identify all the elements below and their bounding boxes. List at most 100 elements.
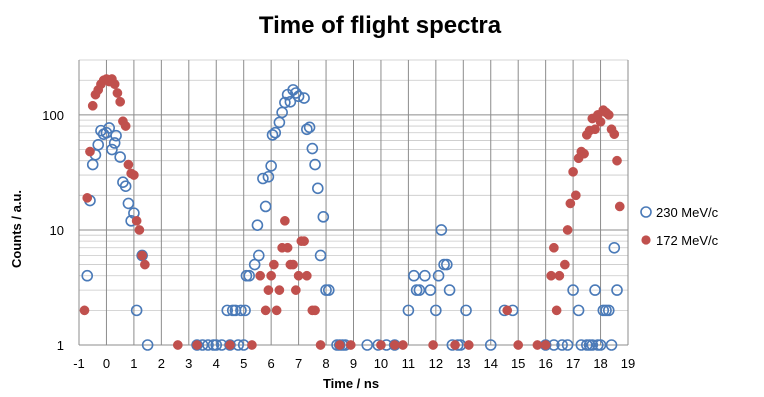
data-point [562,225,573,235]
data-point [115,96,126,107]
data-point [248,258,261,271]
data-point [408,269,420,282]
x-tick-label: 6 [268,356,275,371]
data-point [106,143,118,156]
data-point [134,225,145,235]
data-point [260,305,271,316]
data-point [579,148,589,159]
data-point [608,241,621,254]
data-point [419,269,431,282]
data-point [92,138,105,151]
data-point [551,305,562,316]
data-point [140,259,150,270]
data-point [443,284,456,296]
data-point [484,339,497,351]
data-point [435,224,448,236]
data-point [279,96,291,109]
data-point [590,124,600,135]
data-point [565,198,576,209]
x-tick-label: 2 [158,356,165,371]
data-point [556,339,568,351]
data-point [293,270,304,281]
data-point [191,339,203,351]
data-point [345,340,356,350]
data-point [502,305,513,316]
data-point [561,339,574,351]
data-point [554,270,565,281]
data-point [172,340,183,350]
data-point [202,339,214,351]
data-point [309,158,321,171]
data-point [315,340,326,350]
x-tick-label: 16 [538,356,552,371]
x-tick-label: 0 [103,356,110,371]
y-tick-labels: 1 10 100 [42,108,64,353]
data-point [263,285,274,295]
legend-marker [640,206,652,218]
x-tick-label: 8 [322,356,329,371]
data-point [271,305,282,316]
y-tick-label: 100 [42,108,64,123]
data-point [221,304,234,317]
data-point [570,190,581,201]
data-point [614,201,625,212]
x-tick-label: 12 [429,356,443,371]
data-point [136,249,148,262]
data-point [224,339,236,351]
data-point [251,219,264,231]
data-point [225,340,235,350]
data-point [292,90,305,103]
x-tick-label: 10 [374,356,388,371]
data-point [210,339,223,351]
data-point [266,270,276,281]
data-point [112,88,123,98]
data-point [513,340,524,350]
data-point [130,304,143,317]
data-point [428,340,438,350]
data-point [119,180,132,193]
data-point [262,170,275,183]
x-tick-label: 5 [240,356,247,371]
x-tick-label: 14 [484,356,498,371]
data-point [235,304,247,317]
data-point [532,340,543,350]
data-point [413,284,426,296]
data-point [317,211,330,223]
x-tick-label: 11 [402,356,416,371]
data-point [389,340,400,350]
x-tick-label: -1 [73,356,85,371]
x-tick-labels: -1 0 1 2 3 4 5 6 7 8 9 10 11 12 13 14 15 16 17 18 19 [73,356,635,371]
data-point [82,193,93,203]
data-point [441,258,453,271]
data-point [603,110,614,120]
data-point [137,250,147,261]
data-point [398,340,408,350]
data-point [361,339,374,351]
series-open-circles [81,84,623,351]
data-point [611,284,623,296]
data-point [122,197,135,210]
data-point [322,284,335,296]
data-point [432,269,445,282]
data-point [568,166,578,177]
data-point [85,146,95,157]
data-point [605,339,618,351]
x-tick-label: 3 [185,356,192,371]
x-tick-label: 1 [130,356,137,371]
data-points [79,74,625,351]
grid-lines [78,59,629,345]
data-point [298,92,310,104]
data-point [192,340,202,350]
x-tick-label: 18 [593,356,607,371]
data-point [303,121,316,134]
data-point [79,305,90,316]
data-point [460,304,472,317]
data-point [87,100,98,111]
x-tick-label: 19 [621,356,635,371]
data-point [306,142,319,155]
data-point [609,129,620,140]
x-axis-label: Time / ns [323,376,379,391]
legend: 230 MeV/c 172 MeV/c [640,205,719,248]
data-point [567,284,579,296]
